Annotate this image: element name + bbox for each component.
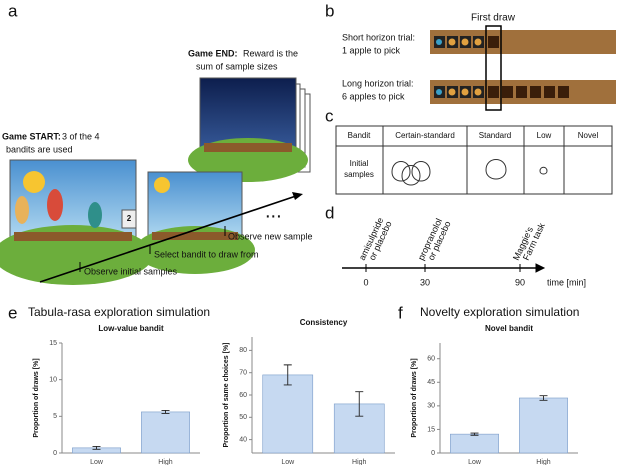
y-tick-label: 60 [239,392,247,399]
chart-title: Consistency [300,318,348,327]
horizon-label: 1 apple to pick [342,45,401,55]
panel-letter: e [8,303,17,322]
error-bar [539,395,548,401]
y-axis-label: Proportion of draws [%] [33,358,40,437]
y-tick-label: 15 [427,426,435,433]
game-start-text: bandits are used [6,144,73,154]
y-tick-label: 70 [239,370,247,377]
y-tick-label: 5 [53,413,57,420]
y-tick-label: 10 [49,377,57,384]
panel-letter: b [325,1,334,20]
error-bar [92,445,101,450]
bar [141,411,190,454]
table-header: Certain-standard [395,131,455,140]
error-bar [161,410,170,414]
panel-letter: f [398,303,403,322]
chart-title: Novel bandit [485,324,533,333]
game-end-label: Game END: [188,48,238,58]
panel-letter: d [325,203,334,222]
y-tick-label: 0 [53,450,57,457]
section-title: Tabula-rasa exploration simulation [28,305,210,319]
x-tick-label: Low [90,459,104,465]
y-tick-label: 50 [239,414,247,421]
game-end-text: Reward is the [243,48,298,58]
x-tick-label: High [352,459,367,465]
timeline-tick: 90 [515,277,525,287]
y-tick-label: 80 [239,347,247,354]
y-tick-label: 30 [427,403,435,410]
y-tick-label: 40 [239,436,247,443]
chart-title: Low-value bandit [98,324,164,333]
timeline-axis-label: time [min] [547,277,586,287]
horizon-label: Short horizon trial: [342,32,415,42]
x-tick-label: Low [468,459,482,465]
x-tick-label: Low [281,459,295,465]
row-label: Initial [350,159,369,168]
game-end-text: sum of sample sizes [196,61,278,71]
game-start-text: 3 of the 4 [62,131,100,141]
table-header: Novel [578,131,599,140]
y-tick-label: 15 [49,340,57,347]
error-bar [283,364,292,386]
y-axis-label: Proportion of same choices [%] [223,342,230,447]
timeline-tick: 30 [420,277,430,287]
annotation: Observe new sample [228,231,313,241]
horizon-label: Long horizon trial: [342,78,414,88]
panel-letter: a [8,1,18,20]
horizon-bars [430,25,616,111]
game-start-label: Game START: [2,131,61,141]
row-label: samples [344,170,374,179]
y-tick-label: 45 [427,379,435,386]
annotation: Observe initial samples [84,266,178,276]
table-header: Standard [479,131,511,140]
horizon-label: 6 apples to pick [342,91,405,101]
error-bar [470,432,479,436]
x-tick-label: High [158,459,173,465]
timeline-tick: 0 [363,277,368,287]
card-number: 2 [127,214,132,223]
bar [519,397,568,454]
table-header: Bandit [348,131,371,140]
ellipsis: ... [265,200,282,222]
x-tick-label: High [536,459,551,465]
sample-table [335,125,613,195]
annotation: Select bandit to draw from [154,249,259,259]
y-axis-label: Proportion of draws [%] [411,358,418,437]
first-draw-label: First draw [471,13,516,24]
section-title: Novelty exploration simulation [420,305,579,319]
timeline [342,263,546,273]
bar [262,374,314,454]
bar [450,433,499,454]
panel-letter: c [325,106,334,125]
error-bar [355,391,364,417]
y-tick-label: 0 [431,450,435,457]
table-header: Low [537,131,552,140]
y-tick-label: 60 [427,356,435,363]
game-screens: 2 [0,77,311,285]
